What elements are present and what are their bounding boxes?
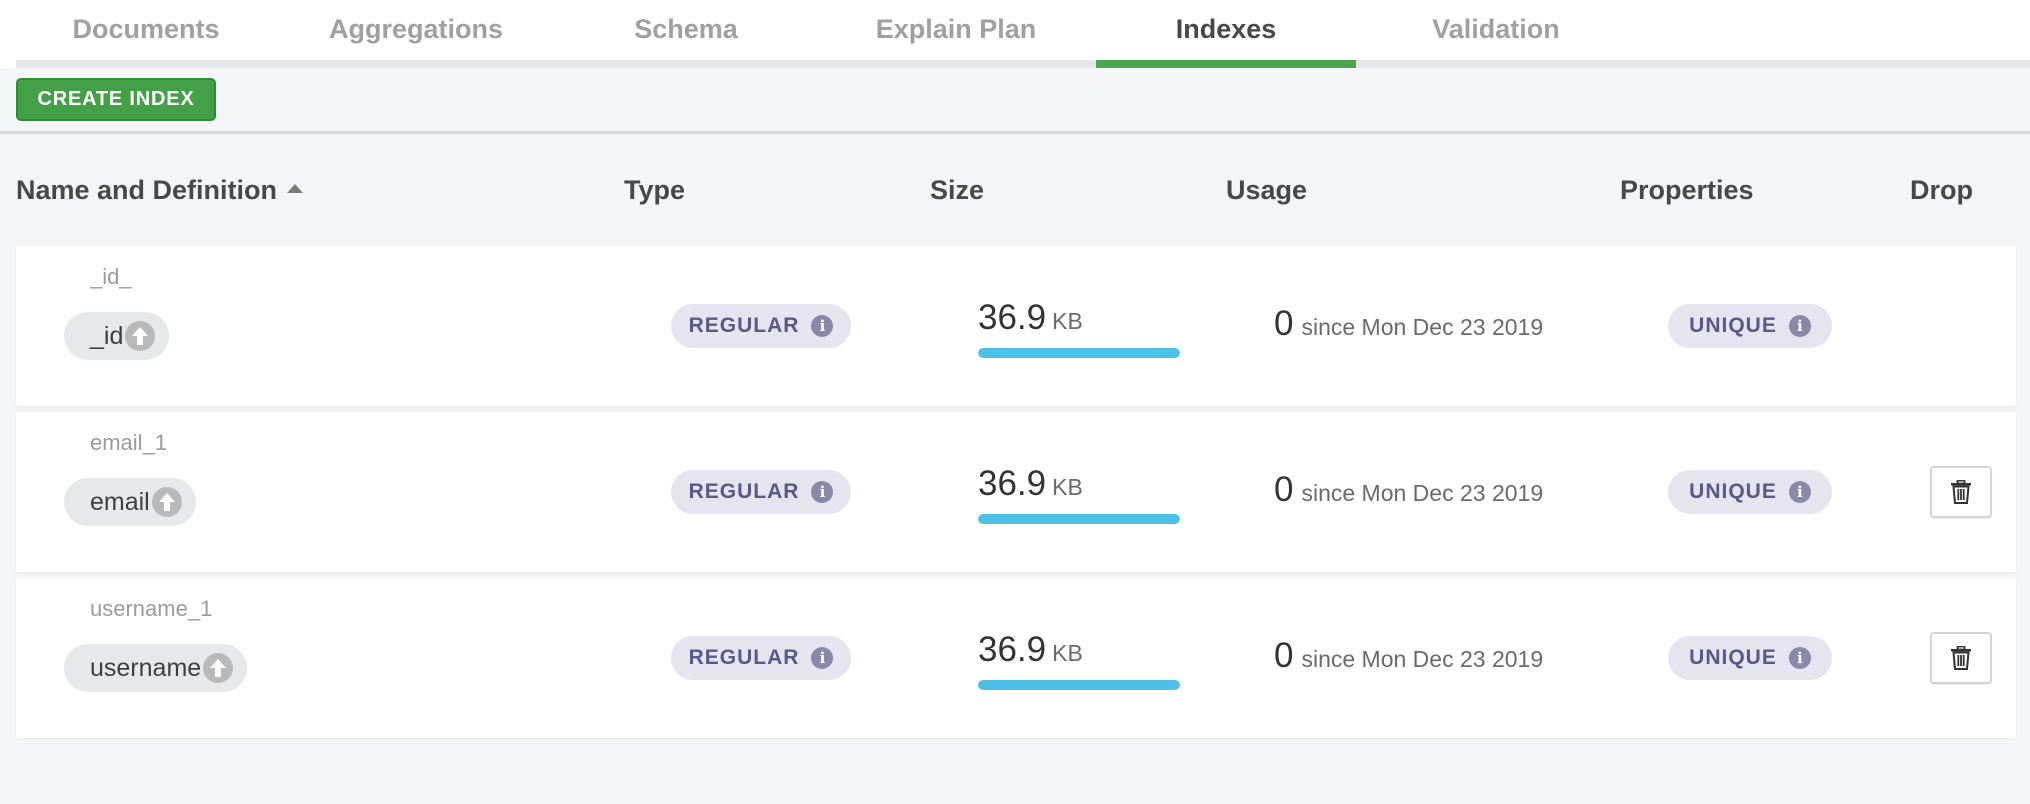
- tab-bar: Documents Aggregations Schema Explain Pl…: [0, 0, 2030, 68]
- property-badge-label: UNIQUE: [1689, 314, 1777, 337]
- info-icon[interactable]: i: [811, 647, 834, 669]
- drop-index-button[interactable]: [1930, 466, 1992, 518]
- size-bar-fill: [978, 680, 1180, 690]
- property-badge-label: UNIQUE: [1689, 480, 1777, 503]
- size-bar: [978, 514, 1180, 524]
- create-index-button[interactable]: CREATE INDEX: [16, 78, 216, 121]
- index-field-name: username: [90, 653, 202, 682]
- tab-explain-plan[interactable]: Explain Plan: [875, 14, 1037, 44]
- drop-index-button[interactable]: [1930, 632, 1992, 684]
- index-usage: 0 since Mon Dec 23 2019: [1274, 636, 1543, 683]
- index-usage: 0 since Mon Dec 23 2019: [1274, 470, 1543, 517]
- size-value: 36.9: [978, 464, 1047, 503]
- trash-icon: [1951, 646, 1971, 670]
- index-name: username_1: [90, 596, 213, 621]
- column-header-drop: Drop: [1910, 175, 1973, 205]
- size-bar: [978, 680, 1180, 690]
- arrow-up-circle-icon: [125, 321, 156, 351]
- usage-count: 0: [1274, 470, 1294, 509]
- info-icon[interactable]: i: [1788, 315, 1811, 337]
- type-badge: REGULAR i: [671, 304, 851, 348]
- index-field-pill: email: [64, 478, 196, 526]
- index-field-name: email: [90, 487, 150, 516]
- tab-track: [16, 60, 2030, 68]
- usage-count: 0: [1274, 304, 1294, 343]
- table-row: username_1 username REGULAR i 36.9 KB 0 si…: [16, 578, 2016, 738]
- usage-since: since Mon Dec 23 2019: [1301, 480, 1544, 506]
- arrow-up-circle-icon: [203, 653, 234, 683]
- caret-up-icon: [287, 184, 304, 193]
- tab-validation[interactable]: Validation: [1432, 14, 1560, 44]
- info-icon[interactable]: i: [811, 315, 834, 337]
- index-usage: 0 since Mon Dec 23 2019: [1274, 304, 1543, 351]
- column-header-usage[interactable]: Usage: [1226, 175, 1308, 205]
- column-header-size[interactable]: Size: [930, 175, 985, 205]
- toolbar: CREATE INDEX: [0, 68, 2030, 134]
- index-size: 36.9 KB: [978, 298, 1180, 358]
- size-bar-fill: [978, 348, 1180, 358]
- size-bar-fill: [978, 514, 1180, 524]
- type-badge-label: REGULAR: [688, 314, 800, 337]
- column-header-name[interactable]: Name and Definition: [16, 172, 304, 208]
- index-size: 36.9 KB: [978, 630, 1180, 690]
- column-header-name-label: Name and Definition: [16, 175, 278, 205]
- table-row: _id_ _id REGULAR i 36.9 KB 0 since Mon Dec…: [16, 246, 2016, 406]
- size-unit: KB: [1052, 474, 1083, 500]
- type-badge: REGULAR i: [671, 636, 851, 680]
- usage-count: 0: [1274, 636, 1294, 675]
- property-badge: UNIQUE i: [1668, 636, 1832, 680]
- size-unit: KB: [1052, 308, 1083, 334]
- size-unit: KB: [1052, 640, 1083, 666]
- trash-icon: [1951, 480, 1971, 504]
- index-name: email_1: [90, 430, 168, 455]
- index-field-pill: username: [64, 644, 248, 692]
- index-field-pill: _id: [64, 312, 170, 360]
- index-name: _id_: [90, 264, 132, 289]
- tab-schema[interactable]: Schema: [634, 14, 738, 44]
- type-badge-label: REGULAR: [688, 480, 800, 503]
- tab-indexes[interactable]: Indexes: [1096, 0, 1356, 68]
- info-icon[interactable]: i: [811, 481, 834, 503]
- info-icon[interactable]: i: [1788, 647, 1811, 669]
- index-size: 36.9 KB: [978, 464, 1180, 524]
- usage-since: since Mon Dec 23 2019: [1301, 314, 1544, 340]
- tab-documents[interactable]: Documents: [72, 14, 220, 44]
- size-bar: [978, 348, 1180, 358]
- tab-aggregations[interactable]: Aggregations: [328, 14, 503, 44]
- property-badge-label: UNIQUE: [1689, 646, 1777, 669]
- type-badge-label: REGULAR: [688, 646, 800, 669]
- usage-since: since Mon Dec 23 2019: [1301, 646, 1544, 672]
- arrow-up-circle-icon: [151, 487, 182, 517]
- size-value: 36.9: [978, 298, 1047, 337]
- type-badge: REGULAR i: [671, 470, 851, 514]
- table-row: email_1 email REGULAR i 36.9 KB 0 since Mo…: [16, 412, 2016, 572]
- property-badge: UNIQUE i: [1668, 304, 1832, 348]
- column-header-type[interactable]: Type: [624, 175, 686, 205]
- size-value: 36.9: [978, 630, 1047, 669]
- column-header-properties[interactable]: Properties: [1620, 175, 1754, 205]
- index-field-name: _id: [90, 321, 124, 350]
- property-badge: UNIQUE i: [1668, 470, 1832, 514]
- info-icon[interactable]: i: [1788, 481, 1811, 503]
